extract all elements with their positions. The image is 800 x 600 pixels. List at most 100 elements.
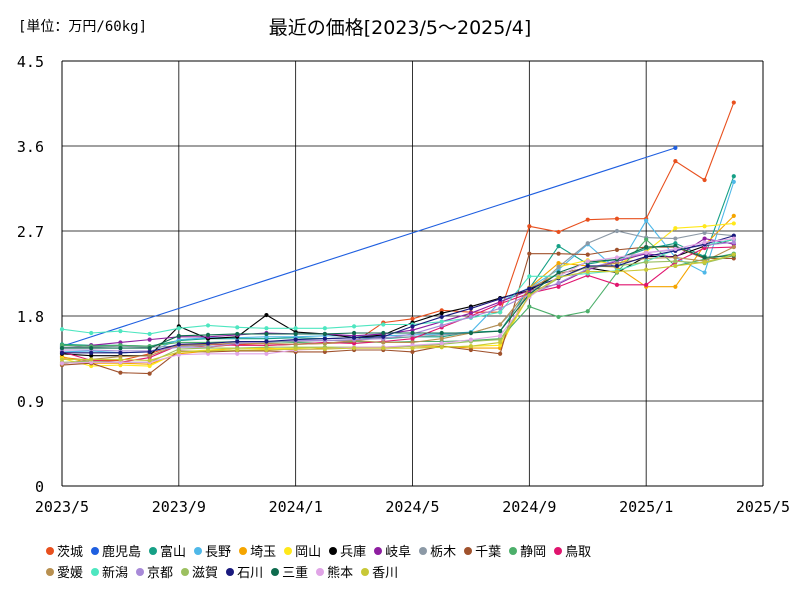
- legend-item: 三重: [271, 562, 308, 581]
- data-point: [702, 255, 707, 260]
- data-point: [673, 255, 678, 260]
- legend-swatch: [181, 567, 190, 576]
- legend-swatch: [554, 546, 563, 555]
- data-point: [293, 337, 298, 342]
- legend-label: 熊本: [327, 566, 354, 581]
- legend-label: 茨城: [57, 545, 84, 560]
- series-line: [61, 246, 735, 365]
- x-tick-label: 2024/5: [385, 498, 439, 516]
- legend-item: 鹿児島: [91, 541, 141, 560]
- series-line: [61, 102, 735, 361]
- legend-label: 長野: [205, 545, 232, 560]
- data-point: [644, 260, 649, 265]
- legend-row: 愛媛 新潟 京都 滋賀 石川 三重 熊本 香川: [46, 561, 786, 582]
- data-point: [205, 323, 211, 328]
- data-point: [498, 329, 503, 334]
- series-line: [61, 181, 735, 354]
- data-point: [381, 340, 386, 345]
- series-三重: [59, 244, 736, 351]
- data-point: [644, 282, 649, 287]
- data-point: [731, 244, 736, 250]
- data-point: [147, 346, 152, 351]
- legend-label: 鳥取: [565, 545, 592, 560]
- data-point: [235, 351, 240, 356]
- data-point: [556, 270, 561, 275]
- data-point: [527, 251, 532, 256]
- legend-label: 静岡: [520, 545, 547, 560]
- data-point: [293, 326, 298, 331]
- data-point: [614, 247, 620, 252]
- legend-swatch: [329, 546, 338, 555]
- data-point: [644, 267, 649, 272]
- legend-label: 愛媛: [57, 566, 84, 581]
- legend-label: 兵庫: [340, 545, 367, 560]
- data-point: [147, 363, 152, 369]
- data-point: [527, 274, 532, 279]
- data-point: [731, 174, 736, 179]
- data-point: [498, 333, 503, 338]
- unit-label: [単位：万円/60kg]: [18, 19, 148, 35]
- legend-item: 熊本: [316, 562, 353, 581]
- legend-swatch: [509, 546, 518, 555]
- x-tick-label: 2025/5: [736, 498, 790, 516]
- data-point: [264, 326, 269, 331]
- series-line: [62, 235, 734, 354]
- legend-label: 滋賀: [192, 566, 219, 581]
- series-line: [61, 238, 734, 347]
- data-point: [498, 310, 503, 315]
- chart-grid: [61, 60, 764, 487]
- data-point: [89, 330, 94, 336]
- data-point: [673, 246, 678, 252]
- data-point: [585, 259, 590, 264]
- data-point: [468, 347, 474, 353]
- data-point: [410, 316, 415, 321]
- legend-item: 香川: [361, 562, 398, 581]
- data-point: [147, 331, 152, 337]
- data-point: [264, 331, 269, 337]
- data-point: [644, 250, 649, 255]
- data-point: [59, 361, 65, 366]
- y-tick-label: 0.9: [17, 393, 44, 411]
- legend-label: 石川: [237, 566, 264, 581]
- legend-row: 茨城 鹿児島 富山 長野 埼玉 岡山 兵庫 岐阜 栃木 千葉 静岡 鳥取: [46, 540, 786, 561]
- data-point: [673, 263, 678, 269]
- data-point: [556, 275, 561, 280]
- data-point: [235, 331, 240, 337]
- series-line: [62, 254, 734, 361]
- data-point: [410, 324, 415, 329]
- data-point: [556, 261, 561, 266]
- data-point: [585, 269, 590, 274]
- legend-swatch: [91, 546, 100, 555]
- data-point: [556, 314, 561, 320]
- legend-label: 香川: [372, 566, 399, 581]
- legend-swatch: [91, 567, 100, 576]
- data-point: [89, 346, 94, 351]
- data-point: [527, 304, 532, 309]
- data-point: [498, 306, 503, 311]
- data-point: [498, 340, 503, 345]
- series-line: [62, 230, 734, 348]
- series-line: [61, 238, 734, 357]
- legend-item: 京都: [136, 562, 173, 581]
- data-point: [614, 228, 620, 234]
- data-point: [644, 254, 649, 259]
- data-point: [673, 159, 678, 164]
- legend-item: 埼玉: [239, 541, 276, 560]
- data-point: [205, 341, 211, 346]
- chart-axes: 0 0.9 1.8 2.7 3.6 4.5 2023/5 2023/9 2024/1 2024/5…: [17, 53, 790, 516]
- legend-label: 埼玉: [250, 545, 277, 560]
- legend-item: 新潟: [91, 562, 128, 581]
- data-point: [731, 221, 736, 226]
- data-point: [527, 293, 532, 298]
- data-point: [351, 346, 357, 351]
- data-point: [498, 351, 503, 356]
- legend-swatch: [194, 546, 203, 555]
- x-tick-label: 2025/1: [619, 498, 673, 516]
- legend-swatch: [136, 567, 145, 576]
- legend-item: 岡山: [284, 541, 321, 560]
- legend-label: 岐阜: [385, 545, 412, 560]
- legend-swatch: [419, 546, 428, 555]
- data-point: [585, 252, 590, 257]
- legend-item: 滋賀: [181, 562, 218, 581]
- legend-label: 富山: [160, 545, 187, 560]
